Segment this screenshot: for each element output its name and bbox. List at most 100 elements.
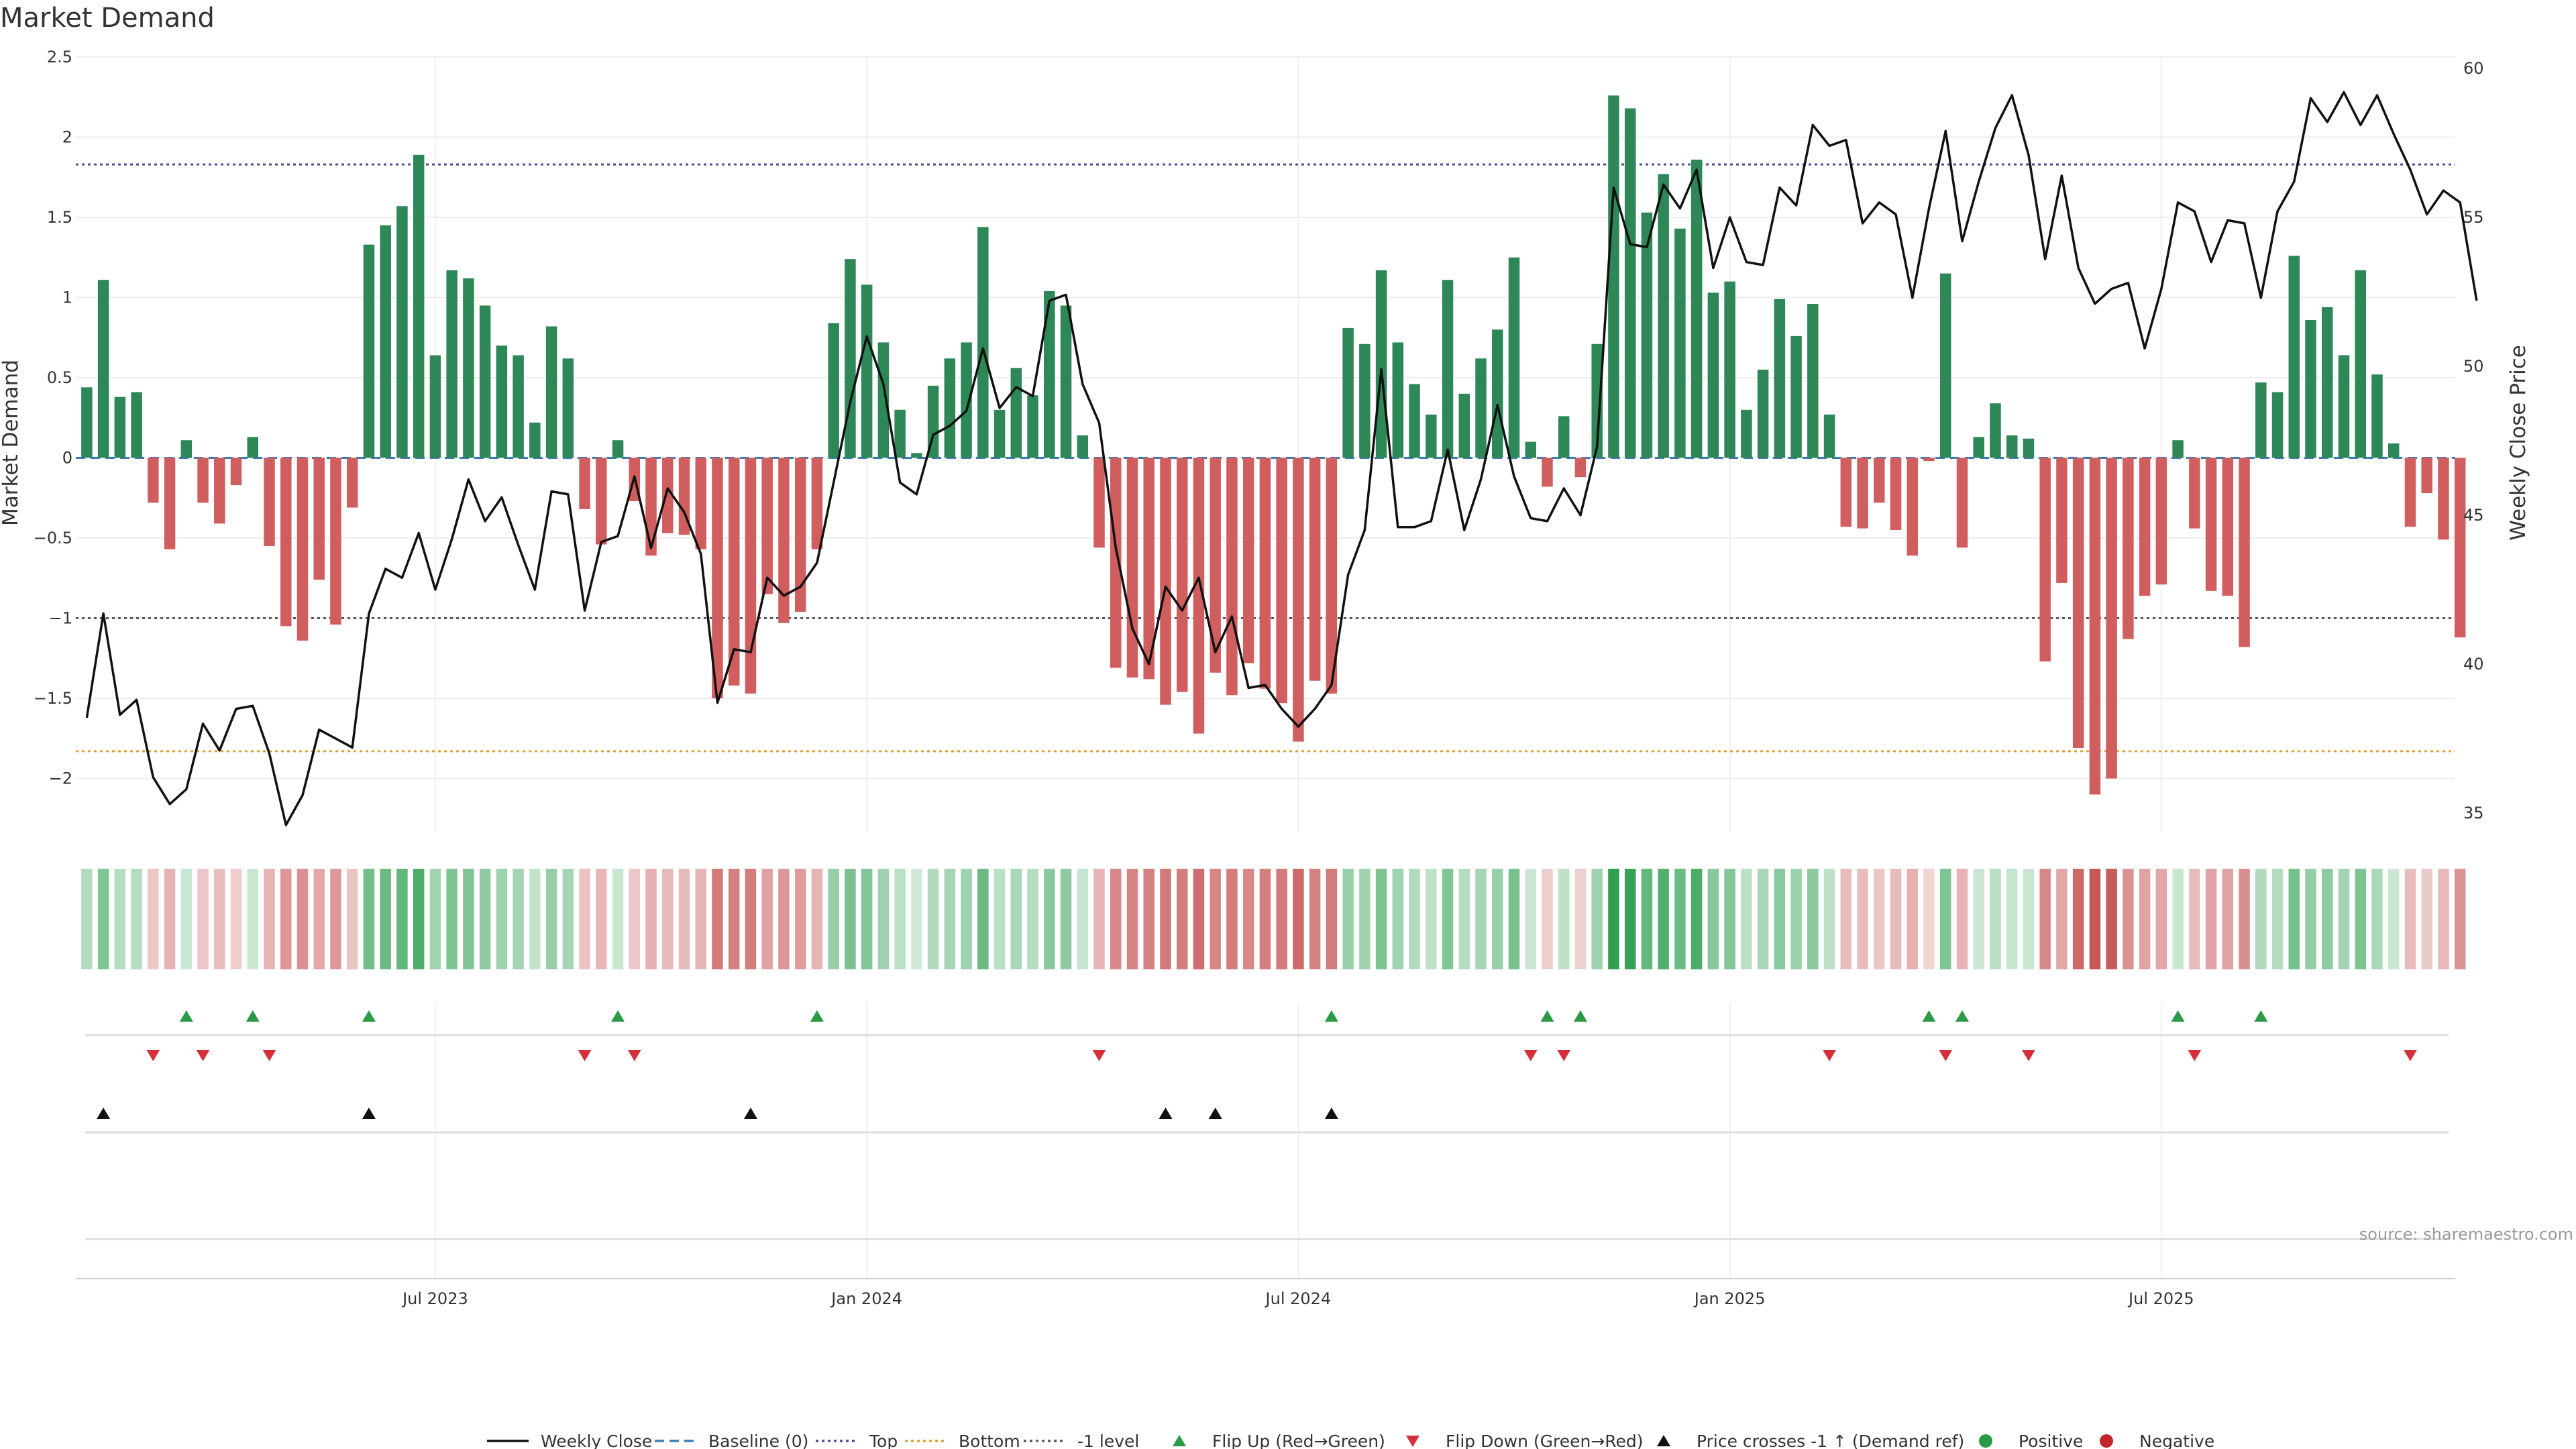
heat-cell bbox=[1874, 869, 1885, 969]
heat-cell bbox=[1409, 869, 1420, 969]
heat-cell bbox=[1226, 869, 1238, 969]
demand-bar bbox=[297, 458, 309, 641]
legend-label: Positive bbox=[2019, 1432, 2083, 1449]
weekly-close-path bbox=[85, 91, 2478, 826]
demand-bar bbox=[678, 458, 690, 535]
heat-cell bbox=[2089, 869, 2101, 969]
flip-up-marker bbox=[1955, 1010, 1969, 1022]
flip-up-marker bbox=[362, 1010, 376, 1022]
demand-bar bbox=[1044, 290, 1055, 458]
legend-swatch-dot bbox=[1979, 1434, 1992, 1448]
heat-cell bbox=[313, 869, 325, 969]
demand-bar bbox=[927, 385, 939, 458]
heat-cell bbox=[1010, 869, 1022, 969]
heat-cell bbox=[297, 869, 309, 969]
demand-bar bbox=[2387, 443, 2400, 458]
heat-cell bbox=[513, 869, 524, 969]
demand-bar bbox=[1126, 458, 1138, 678]
demand-bar bbox=[961, 342, 972, 458]
demand-bar bbox=[1724, 281, 1735, 458]
demand-bar bbox=[2006, 435, 2018, 458]
heat-cell bbox=[562, 869, 574, 969]
legend-item: Baseline (0) bbox=[655, 1432, 808, 1449]
x-tick-label: Jan 2024 bbox=[830, 1289, 902, 1308]
right-axis-label: Weekly Close Price bbox=[2506, 345, 2530, 541]
flip-down-marker bbox=[2403, 1050, 2417, 1061]
heat-cell bbox=[1956, 869, 1968, 969]
flip-up-marker bbox=[810, 1010, 824, 1022]
demand-bar bbox=[197, 458, 209, 503]
heat-cell bbox=[1458, 869, 1470, 969]
demand-bar bbox=[1193, 458, 1205, 734]
demand-bar bbox=[1907, 458, 1919, 556]
demand-bar bbox=[2039, 458, 2051, 662]
left-tick-label: −0.5 bbox=[34, 529, 72, 547]
demand-bar bbox=[1658, 174, 1669, 458]
demand-bar bbox=[2454, 458, 2466, 638]
demand-bar bbox=[579, 458, 590, 509]
heat-cell bbox=[1591, 869, 1603, 969]
heat-cell bbox=[81, 869, 93, 969]
heat-cell bbox=[994, 869, 1006, 969]
heat-cell bbox=[1907, 869, 1919, 969]
demand-bar bbox=[1508, 257, 1520, 458]
heat-cell bbox=[97, 869, 109, 969]
cross-up-marker bbox=[1208, 1108, 1222, 1119]
heat-cell bbox=[380, 869, 391, 969]
demand-bar bbox=[1077, 435, 1089, 458]
demand-bar bbox=[1458, 393, 1470, 458]
demand-bar bbox=[1426, 414, 1437, 458]
legend-label: Flip Up (Red→Green) bbox=[1212, 1432, 1385, 1449]
demand-bar bbox=[828, 323, 839, 458]
demand-bar bbox=[1309, 458, 1321, 681]
heat-cell bbox=[1259, 869, 1271, 969]
demand-bar bbox=[1840, 458, 1852, 527]
demand-bar bbox=[1956, 458, 1968, 548]
left-tick-label: 0 bbox=[62, 449, 72, 468]
demand-bar bbox=[513, 355, 524, 458]
demand-bar bbox=[1475, 358, 1487, 458]
heat-cell bbox=[712, 869, 723, 969]
heat-cell bbox=[2338, 869, 2350, 969]
demand-bar bbox=[1790, 335, 1802, 458]
heat-cell bbox=[977, 869, 989, 969]
heat-cell bbox=[811, 869, 823, 969]
heat-cell bbox=[2189, 869, 2200, 969]
heat-cell bbox=[2023, 869, 2035, 969]
right-tick-label: 55 bbox=[2463, 208, 2484, 227]
heat-cell bbox=[794, 869, 806, 969]
demand-bar bbox=[1093, 458, 1105, 548]
legend-item: Bottom bbox=[905, 1432, 1020, 1449]
demand-bar bbox=[861, 284, 873, 458]
heat-cell bbox=[1940, 869, 1951, 969]
demand-bar bbox=[2438, 458, 2449, 540]
flip-up-marker bbox=[246, 1010, 260, 1022]
heat-cell bbox=[545, 869, 557, 969]
heat-cell bbox=[280, 869, 292, 969]
demand-bar bbox=[1160, 458, 1171, 705]
legend-swatch-dot bbox=[2100, 1434, 2113, 1448]
heat-cell bbox=[1359, 869, 1371, 969]
heat-cell bbox=[2155, 869, 2167, 969]
demand-bar bbox=[2404, 458, 2416, 527]
demand-bar bbox=[1874, 458, 1885, 503]
flip-up-marker bbox=[2171, 1010, 2185, 1022]
left-tick-label: −1 bbox=[49, 609, 72, 628]
demand-bar bbox=[794, 458, 806, 612]
heat-cell bbox=[1210, 869, 1221, 969]
demand-bar bbox=[545, 326, 557, 458]
right-tick-label: 45 bbox=[2463, 506, 2484, 525]
flip-down-marker bbox=[262, 1050, 276, 1061]
left-tick-label: 0.5 bbox=[47, 368, 72, 387]
legend-item: Price crosses -1 ↑ (Demand ref) bbox=[1657, 1432, 1964, 1449]
cross-up-marker bbox=[362, 1108, 376, 1119]
heat-cell bbox=[1326, 869, 1338, 969]
heat-cell bbox=[2006, 869, 2018, 969]
heat-cell bbox=[1990, 869, 2001, 969]
heat-cell bbox=[1375, 869, 1387, 969]
heat-cell bbox=[496, 869, 508, 969]
demand-bar bbox=[1359, 343, 1371, 458]
demand-bar bbox=[811, 458, 823, 549]
demand-bar bbox=[1774, 299, 1786, 458]
